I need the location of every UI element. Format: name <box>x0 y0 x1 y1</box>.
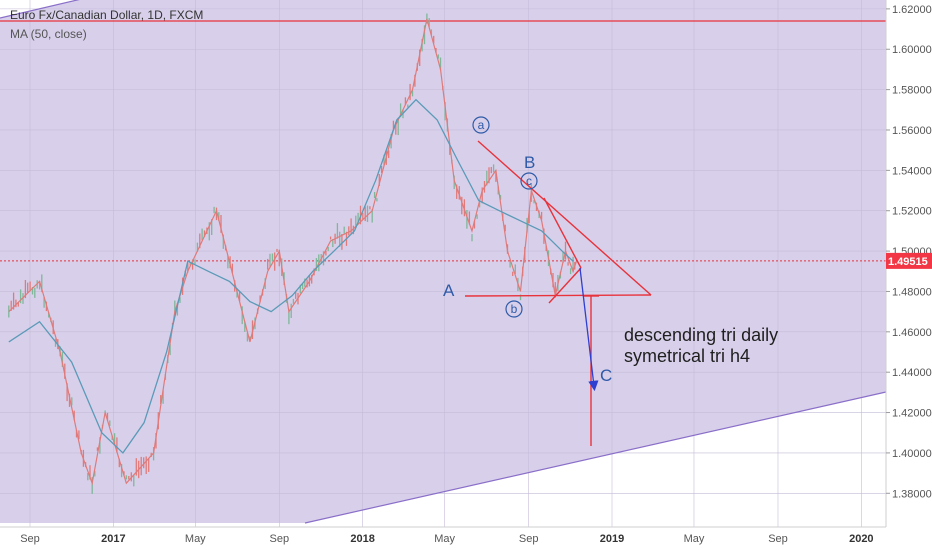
sym-tri-bottom <box>548 267 582 304</box>
x-tick-label: Sep <box>519 533 539 545</box>
note-line-1: descending tri daily <box>624 325 778 345</box>
x-tick-label: 2018 <box>350 533 374 545</box>
x-tick-label: Sep <box>20 533 40 545</box>
wave-circle-b-text: b <box>511 302 518 316</box>
x-tick-label: May <box>434 533 455 545</box>
wave-label-C: C <box>600 366 612 385</box>
wave-circle-c: c <box>520 172 538 190</box>
series-ma50 <box>8 98 574 454</box>
x-axis-ticks: Sep 2017 May Sep 2018 May Sep 2019 May Sep 2020 <box>20 533 873 545</box>
current-price-tag: 1.49515 <box>886 252 932 269</box>
x-tick-label: Sep <box>768 533 788 545</box>
time-axis <box>0 527 932 550</box>
current-price-label: 1.49515 <box>888 256 928 268</box>
y-tick-label: 1.48000 <box>892 286 932 298</box>
chart-title: Euro Fx/Canadian Dollar, 1D, FXCM <box>10 8 203 22</box>
y-axis-ticks: 1.62000 1.60000 1.58000 1.56000 1.54000 1.520… <box>886 4 932 500</box>
wave-label-B: B <box>524 153 535 172</box>
price-channel-fill <box>0 0 886 523</box>
series-eurcad <box>8 18 578 486</box>
channel-upper-line <box>0 0 80 19</box>
wave-circle-b: b <box>505 300 523 318</box>
y-tick-label: 1.40000 <box>892 448 932 460</box>
y-tick-label: 1.38000 <box>892 488 932 500</box>
channel-lower-line <box>304 391 887 524</box>
wave-label-A: A <box>443 281 455 300</box>
wave-circle-a-text: a <box>478 118 485 132</box>
indicator-label: MA (50, close) <box>10 27 87 41</box>
descending-tri-top <box>477 140 652 296</box>
descending-tri-base <box>464 294 652 297</box>
y-tick-label: 1.46000 <box>892 327 932 339</box>
price-axis <box>886 0 932 550</box>
note-line-2: symetrical tri h4 <box>624 346 750 366</box>
grid-lines <box>0 0 886 527</box>
y-tick-label: 1.60000 <box>892 44 932 56</box>
x-tick-label: 2019 <box>600 533 624 545</box>
wave-circle-a: a <box>472 116 490 134</box>
y-tick-label: 1.52000 <box>892 206 932 218</box>
y-tick-label: 1.62000 <box>892 4 932 16</box>
sym-tri-top <box>543 197 582 269</box>
y-tick-label: 1.44000 <box>892 367 932 379</box>
y-tick-label: 1.42000 <box>892 408 932 420</box>
y-tick-label: 1.58000 <box>892 85 932 97</box>
y-tick-label: 1.54000 <box>892 165 932 177</box>
x-tick-label: 2020 <box>849 533 873 545</box>
x-tick-label: May <box>185 533 206 545</box>
wave-circle-c-text: c <box>526 174 532 188</box>
x-tick-label: 2017 <box>101 533 125 545</box>
y-tick-label: 1.56000 <box>892 125 932 137</box>
projection-arrow <box>579 267 599 392</box>
x-tick-label: Sep <box>270 533 290 545</box>
triangle-drawings <box>464 140 652 446</box>
x-tick-label: May <box>684 533 705 545</box>
